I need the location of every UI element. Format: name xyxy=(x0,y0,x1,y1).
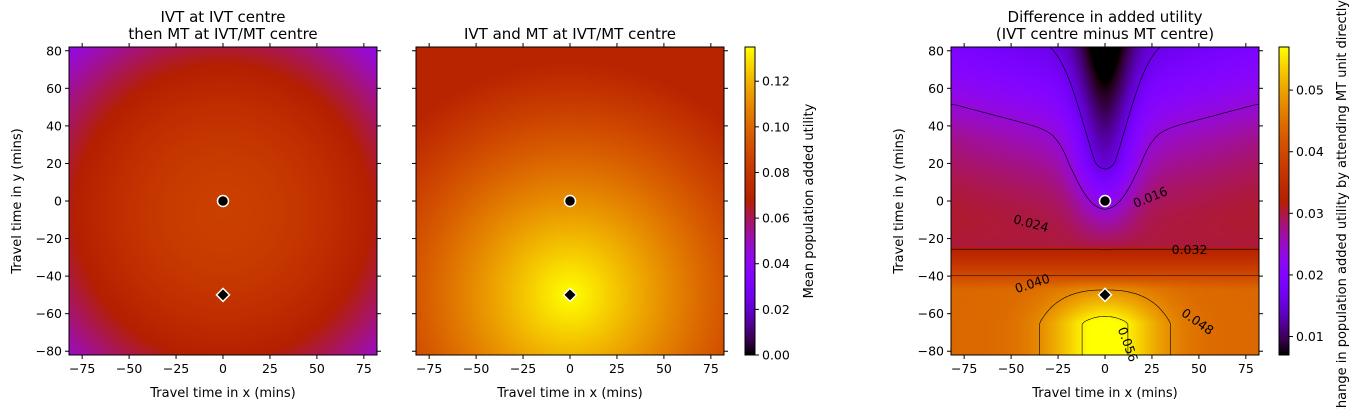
colorbar-tick-label: 0.02 xyxy=(1296,267,1324,282)
contour-line-0.056 xyxy=(1081,316,1129,355)
panel1-y-ticks: −80 −60 −40 −20 0 20 40 60 80 xyxy=(36,43,381,359)
contour-line-0.016 xyxy=(1049,47,1161,170)
x-tick-label: 25 xyxy=(1144,361,1160,376)
x-tick-label: 50 xyxy=(309,361,325,376)
y-tick-label: −60 xyxy=(918,306,944,321)
colorbar-tick-label: 0.03 xyxy=(1296,206,1324,221)
y-tick-label: 0 xyxy=(936,194,944,209)
colorbar-tick-label: 0.04 xyxy=(1296,144,1324,159)
panel1-x-ticks: −75 −50 −25 0 25 50 75 xyxy=(69,43,372,376)
panel1-x-axis-label: Travel time in x (mins) xyxy=(149,386,296,401)
panel3-markers xyxy=(1097,194,1113,303)
panel3-title-line1: Difference in added utility xyxy=(1008,8,1203,26)
panel2-y-ticks xyxy=(412,50,728,352)
colorbar-tick-label: 0.00 xyxy=(762,348,790,363)
colorbar1-ticks: 0.00 0.02 0.04 0.06 0.08 0.10 0.12 xyxy=(755,74,790,363)
y-tick-label: 80 xyxy=(46,43,62,58)
ivt-centre-marker xyxy=(1098,194,1112,208)
x-tick-label: 0 xyxy=(219,361,227,376)
colorbar2-label: Change in population added utility by at… xyxy=(1335,0,1350,409)
panel-ivt-and-mt: IVT and MT at IVT/MT centre −75 −50 −25 0 25… xyxy=(412,25,728,401)
y-tick-label: 60 xyxy=(46,81,62,96)
panel3-contours xyxy=(951,47,1259,355)
ivt-centre-marker xyxy=(563,194,577,208)
y-tick-label: −60 xyxy=(36,306,62,321)
colorbar-mean-utility: 0.00 0.02 0.04 0.06 0.08 0.10 0.12 Mean popula… xyxy=(744,46,817,363)
colorbar2-ticks: 0.01 0.02 0.03 0.04 0.05 xyxy=(1289,83,1324,344)
ivt-centre-marker xyxy=(216,194,230,208)
y-tick-label: −20 xyxy=(918,231,944,246)
y-tick-label: 80 xyxy=(928,43,944,58)
y-tick-label: 60 xyxy=(928,81,944,96)
x-tick-label: −75 xyxy=(69,361,95,376)
contour-label-0.032: 0.032 xyxy=(1172,242,1208,257)
colorbar-tick-label: 0.12 xyxy=(762,74,790,89)
colorbar1-label: Mean population added utility xyxy=(802,103,817,298)
y-tick-label: 40 xyxy=(46,118,62,133)
contour-line-0.048 xyxy=(1039,289,1171,355)
panel3-y-ticks: −80 −60 −40 −20 0 20 40 60 80 xyxy=(918,43,1263,359)
colorbar-tick-label: 0.04 xyxy=(762,256,790,271)
x-tick-label: −25 xyxy=(163,361,189,376)
mt-centre-marker xyxy=(1097,287,1113,303)
y-tick-label: 20 xyxy=(46,156,62,171)
panel3-x-ticks: −75 −50 −25 0 25 50 75 xyxy=(951,43,1254,376)
colorbar-difference: 0.01 0.02 0.03 0.04 0.05 Change in populatio… xyxy=(1278,0,1350,409)
panel1-y-axis-label: Travel time in y (mins) xyxy=(10,128,25,275)
x-tick-label: −50 xyxy=(116,361,142,376)
panel2-x-ticks: −75 −50 −25 0 25 50 75 xyxy=(416,43,719,376)
colorbar-tick-label: 0.06 xyxy=(762,211,790,226)
x-tick-label: 50 xyxy=(1191,361,1207,376)
x-tick-label: −75 xyxy=(951,361,977,376)
x-tick-label: 0 xyxy=(1101,361,1109,376)
x-tick-label: 50 xyxy=(656,361,672,376)
mt-centre-marker xyxy=(215,287,231,303)
y-tick-label: −80 xyxy=(918,344,944,359)
x-tick-label: −25 xyxy=(1045,361,1071,376)
panel1-title-line1: IVT at IVT centre xyxy=(160,8,285,26)
y-tick-label: −20 xyxy=(36,231,62,246)
y-tick-label: −40 xyxy=(918,269,944,284)
y-tick-label: 20 xyxy=(928,156,944,171)
panel3-x-axis-label: Travel time in x (mins) xyxy=(1031,386,1178,401)
panel2-markers xyxy=(562,194,578,303)
panel1-title-line2: then MT at IVT/MT centre xyxy=(128,25,317,43)
colorbar1-frame xyxy=(744,46,756,356)
x-tick-label: 25 xyxy=(262,361,278,376)
y-tick-label: 0 xyxy=(54,194,62,209)
colorbar-tick-label: 0.08 xyxy=(762,165,790,180)
x-tick-label: 75 xyxy=(703,361,719,376)
x-tick-label: −75 xyxy=(416,361,442,376)
panel-difference: Difference in added utility (IVT centre … xyxy=(892,8,1263,401)
x-tick-label: 25 xyxy=(609,361,625,376)
y-tick-label: −80 xyxy=(36,344,62,359)
panel3-title-line2: (IVT centre minus MT centre) xyxy=(996,25,1214,43)
x-tick-label: −25 xyxy=(510,361,536,376)
panel3-y-axis-label: Travel time in y (mins) xyxy=(892,128,907,275)
panel1-markers xyxy=(215,194,231,303)
contour-line-0.024 xyxy=(951,104,1259,210)
x-tick-label: 0 xyxy=(566,361,574,376)
panel2-x-axis-label: Travel time in x (mins) xyxy=(496,386,643,401)
x-tick-label: 75 xyxy=(1238,361,1254,376)
colorbar-tick-label: 0.10 xyxy=(762,119,790,134)
x-tick-label: −50 xyxy=(463,361,489,376)
y-tick-label: −40 xyxy=(36,269,62,284)
colorbar1-gradient xyxy=(745,47,755,355)
panel2-title: IVT and MT at IVT/MT centre xyxy=(464,25,676,43)
colorbar2-frame xyxy=(1278,46,1290,356)
colorbar2-gradient xyxy=(1279,47,1289,355)
mt-centre-marker xyxy=(562,287,578,303)
y-tick-label: 40 xyxy=(928,118,944,133)
colorbar-tick-label: 0.05 xyxy=(1296,83,1324,98)
panel-ivt-then-mt: IVT at IVT centre then MT at IVT/MT cent… xyxy=(10,8,381,401)
colorbar-tick-label: 0.02 xyxy=(762,302,790,317)
x-tick-label: −50 xyxy=(998,361,1024,376)
x-tick-label: 75 xyxy=(356,361,372,376)
colorbar-tick-label: 0.01 xyxy=(1296,329,1324,344)
